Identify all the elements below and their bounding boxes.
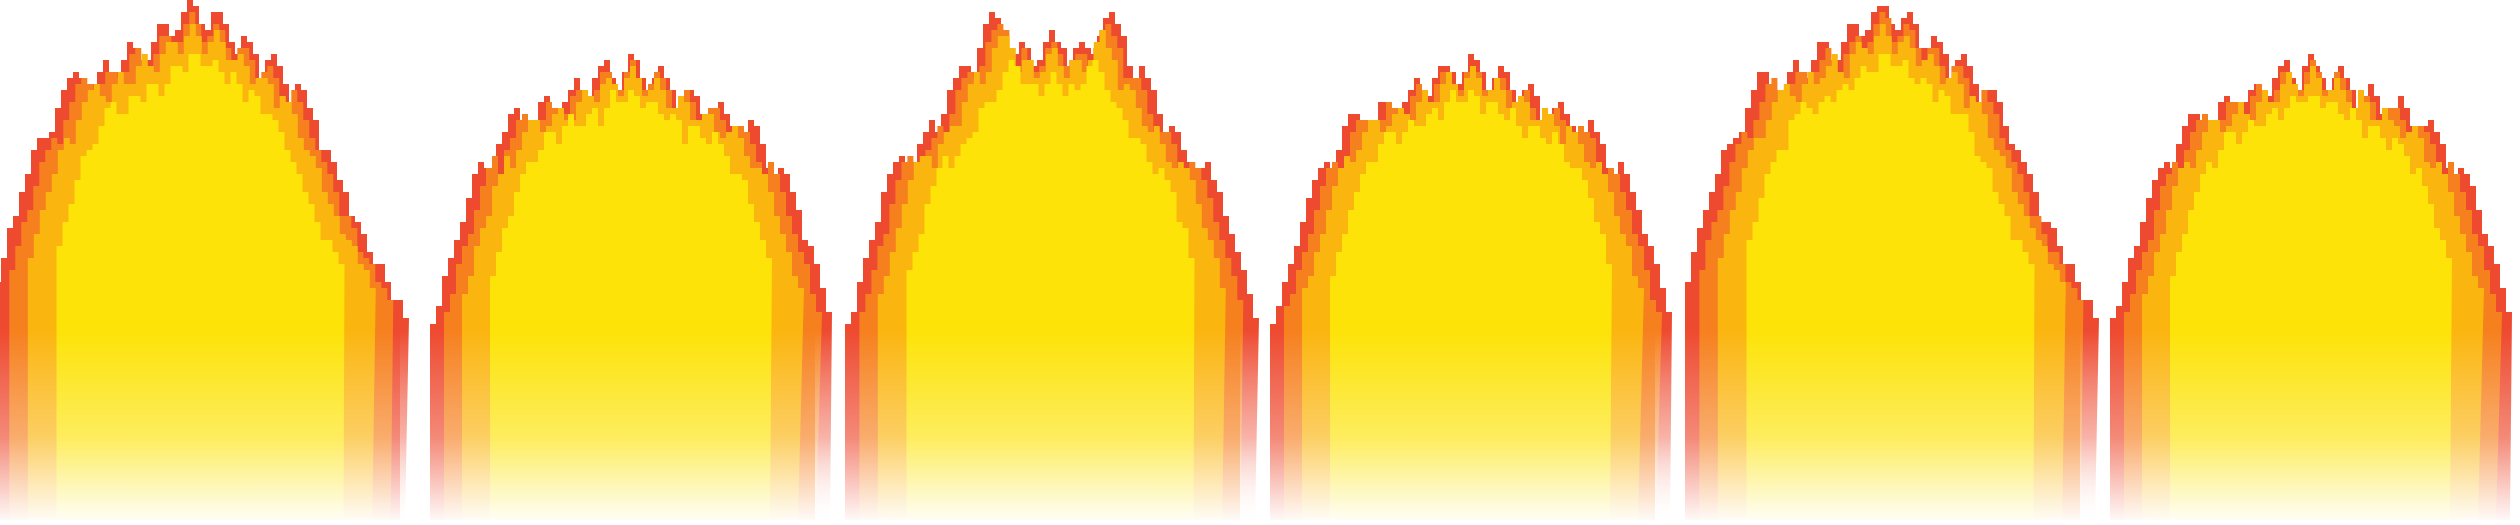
flame-frame-5 bbox=[1655, 6, 2125, 525]
flame-base-fade bbox=[2080, 330, 2520, 525]
flame-frame-6 bbox=[2080, 54, 2520, 525]
flame-frame-3 bbox=[815, 12, 1285, 525]
flame-base-fade bbox=[400, 330, 860, 525]
flame-base-fade bbox=[815, 330, 1285, 525]
flame-frame-4 bbox=[1240, 54, 1700, 525]
flame-frame-1 bbox=[0, 0, 435, 525]
flame-base-fade bbox=[0, 330, 435, 525]
flame-base-fade bbox=[1655, 330, 2125, 525]
flame-base-fade bbox=[1240, 330, 1700, 525]
flame-frame-2 bbox=[400, 54, 860, 525]
